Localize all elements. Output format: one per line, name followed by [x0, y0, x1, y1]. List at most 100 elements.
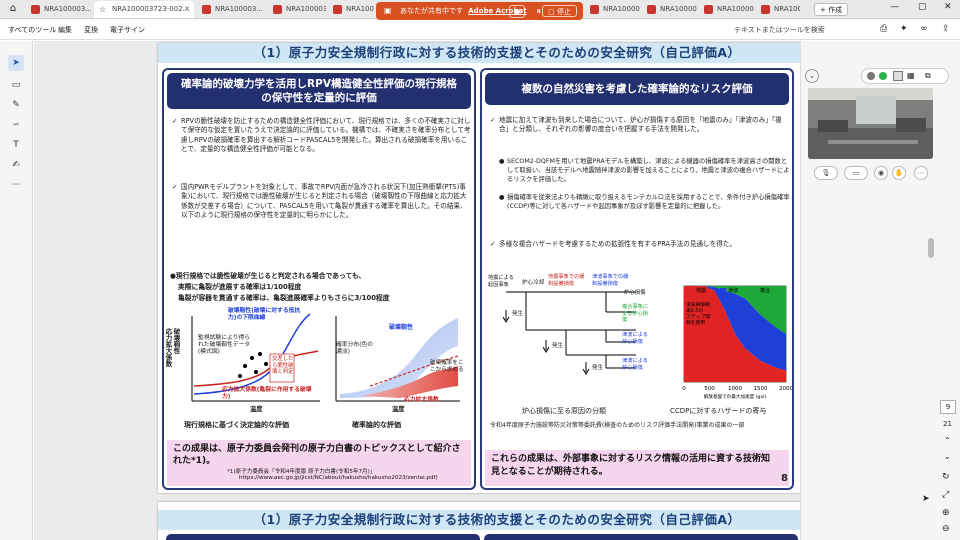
page-down-icon[interactable]: ⌄	[944, 452, 951, 461]
right-sub-2: ● 損傷確率を従来法よりも精緻に取り扱えるモンテカルロ法を採用することで、条件付き…	[499, 194, 790, 210]
grid-icon[interactable]: ▦	[907, 71, 915, 80]
bullet-dot-icon: ●	[499, 158, 505, 165]
home-icon[interactable]: ⌂	[9, 3, 17, 14]
rotate-icon[interactable]: ↻	[942, 472, 950, 482]
print-icon[interactable]: ⎙	[880, 24, 888, 34]
fit-page-icon[interactable]: ⤢	[942, 490, 950, 500]
page-up-icon[interactable]: ⌃	[944, 436, 951, 445]
more-options-icon[interactable]: ⋯	[914, 166, 928, 180]
check-icon: ✓	[490, 116, 496, 124]
pdf-icon	[202, 5, 211, 14]
caption-cause-classification: 炉心損傷に至る原因の分類	[522, 407, 606, 415]
menu-e-sign[interactable]: 電子サイン	[110, 26, 145, 34]
prob-dist-label: 確率分布(色の濃淡)	[336, 342, 374, 355]
minimize-icon[interactable]: —	[890, 2, 899, 12]
mic-icon[interactable]: 🎙	[814, 166, 838, 180]
draw-icon[interactable]: ∽	[12, 120, 20, 130]
tab-6[interactable]: NRA100003...	[585, 1, 640, 18]
tree-occur-1: 発生	[512, 311, 524, 317]
tab-8[interactable]: NRA100003...	[699, 1, 754, 18]
deterministic-evaluation-diagram	[191, 313, 320, 402]
menu-edit[interactable]: 編集	[58, 26, 72, 34]
layout-icon[interactable]	[893, 71, 903, 81]
popout-icon[interactable]: ⧉	[925, 71, 931, 80]
left-panel-title: 確率論的破壊力学を活用しRPV構造健全性評価の現行規格の保守性を定量的に評価	[167, 73, 471, 109]
text-edit-icon[interactable]: T	[13, 140, 19, 150]
caption-ccdp-contribution: CCDPに対するハザードの寄与	[670, 407, 767, 415]
share-icon[interactable]: ⇪	[942, 24, 950, 34]
tab-1[interactable]: NRA100003...	[26, 1, 91, 18]
more-tools-icon[interactable]: ⋯	[11, 180, 21, 190]
tab-label: NRA100003...	[44, 5, 91, 13]
hand-icon[interactable]: ✋	[892, 166, 906, 180]
right-k-label: 応力拡大係数	[404, 397, 439, 403]
pause-icon[interactable]: ⏸	[536, 7, 541, 17]
annotation-line: ステップ関	[686, 314, 710, 320]
star-icon[interactable]: ☆	[99, 5, 107, 14]
tree-cd-tsunami-2: 津波による炉心損傷	[622, 358, 648, 371]
comment-icon[interactable]: ▭	[11, 80, 21, 90]
tab-label: NRA100003...	[660, 5, 697, 13]
tree-initiating: 地震による起因事象	[488, 275, 514, 288]
ai-assistant-icon[interactable]: ✦	[900, 24, 908, 34]
stop-share-button[interactable]: ▢ 停止	[542, 5, 577, 17]
video-ctrl-muted-icon[interactable]	[867, 72, 875, 80]
legend-label: 津波	[728, 287, 738, 294]
pdf-icon	[761, 5, 770, 14]
close-tab-icon[interactable]: ✕	[184, 5, 190, 13]
annotation-line: 数を使用	[686, 319, 705, 326]
tree-occur-3: 発生	[592, 365, 604, 371]
kfactor-label: 応力拡大係数(亀裂に作用する破壊力)	[222, 387, 312, 400]
legend-swatch	[720, 288, 726, 292]
highlight-pen-icon[interactable]: ✎	[12, 100, 20, 110]
new-tab-button[interactable]: + 作成	[814, 3, 849, 16]
left-bullet-2: ✓ 国内PWRモデルプラントを対象として、事故でRPV内面が急冷される状況下(加圧…	[172, 183, 467, 220]
status-green-icon	[879, 72, 887, 80]
close-window-icon[interactable]: ✕	[944, 2, 952, 12]
camera-icon[interactable]: ▭	[844, 166, 868, 180]
select-cursor-icon[interactable]: ➤	[8, 55, 24, 71]
maximize-icon[interactable]: ▢	[918, 2, 927, 12]
project-note: 令和4年度原子力施設等防災対策等委託費(検査のためのリスク評価手法開発)事業の成…	[490, 422, 745, 429]
left-ylabel: 破壊靱性 応力拡大係数	[164, 328, 180, 367]
tree-tsunami-damage: 津波事象での緩和設備損傷	[592, 274, 629, 287]
shared-app-name: Adobe Acrobat	[468, 7, 527, 15]
tab-5[interactable]: NRA100003...	[328, 1, 374, 18]
collapse-chevron-icon[interactable]: ⌄	[805, 69, 819, 83]
tab-4[interactable]: NRA100003...	[268, 1, 326, 18]
finding-1: ●現行規格では脆性破壊が生じると判定される場合であっても、	[170, 272, 366, 280]
tree-quake-damage: 地震事象での緩和設備損傷	[548, 274, 585, 287]
scroll-handle[interactable]	[928, 238, 934, 258]
document-viewport[interactable]: （1）原子力安全規制行政に対する技術的支援とそのための安全研究（自己評価A） 確…	[34, 41, 800, 540]
tab-2-active[interactable]: ☆ NRA100003723-002... ✕	[94, 1, 194, 18]
screen-share-banner: ▣ あなたが共有中です Adobe Acrobat ▣ ⏸ ▢ 停止	[376, 2, 583, 20]
tab-label: NRA100003...	[346, 5, 374, 13]
zoom-in-icon[interactable]: ⊕	[942, 508, 950, 518]
x-tick-label: 1000	[728, 386, 742, 392]
tab-7[interactable]: NRA100003...	[642, 1, 697, 18]
right-bullet-1: ✓ 地震に加えて津波も到来した場合について、炉心が損傷する原因を「地震のみ」「津波…	[490, 116, 782, 134]
pdf-icon	[273, 5, 282, 14]
pdf-icon	[647, 5, 656, 14]
stamp-icon[interactable]: ✍	[12, 160, 20, 170]
tab-3[interactable]: NRA100003...	[197, 1, 265, 18]
annotation-line: 津波損傷確	[686, 301, 710, 308]
page-number-box[interactable]: 9	[940, 400, 956, 414]
pause-share-icon[interactable]: ▣	[509, 5, 525, 18]
left-bullet-1: ✓ RPVの脆性破壊を防止するための構造健全性評価において、現行規格では、多くの不…	[172, 117, 471, 154]
menu-convert[interactable]: 変換	[84, 26, 98, 34]
area-series-1	[684, 286, 786, 371]
page-total: 21	[943, 420, 952, 428]
zoom-out-icon[interactable]: ⊖	[942, 524, 950, 534]
tab-9[interactable]: NRA10C	[756, 1, 800, 18]
pdf-icon	[31, 5, 40, 14]
annotation-line: 率0.5の	[686, 307, 703, 314]
page-header: （1）原子力安全規制行政に対する技術的支援とそのための安全研究（自己評価A）	[158, 43, 800, 63]
pdf-page-8: （1）原子力安全規制行政に対する技術的支援とそのための安全研究（自己評価A） 確…	[158, 43, 800, 493]
tool-search[interactable]: テキストまたはツールを検索	[734, 26, 825, 34]
tree-cd-tsunami: 津波による炉心損傷	[622, 332, 648, 345]
ccdp-hazard-contribution-chart: 0 500 1000 1500 2000 解放基盤での最大加速度 (gal) 地震 津波 複合津…	[682, 285, 792, 400]
record-icon[interactable]: ◉	[874, 166, 888, 180]
link-icon[interactable]: ∞	[920, 24, 928, 34]
menu-all-tools[interactable]: すべてのツール	[8, 26, 57, 34]
